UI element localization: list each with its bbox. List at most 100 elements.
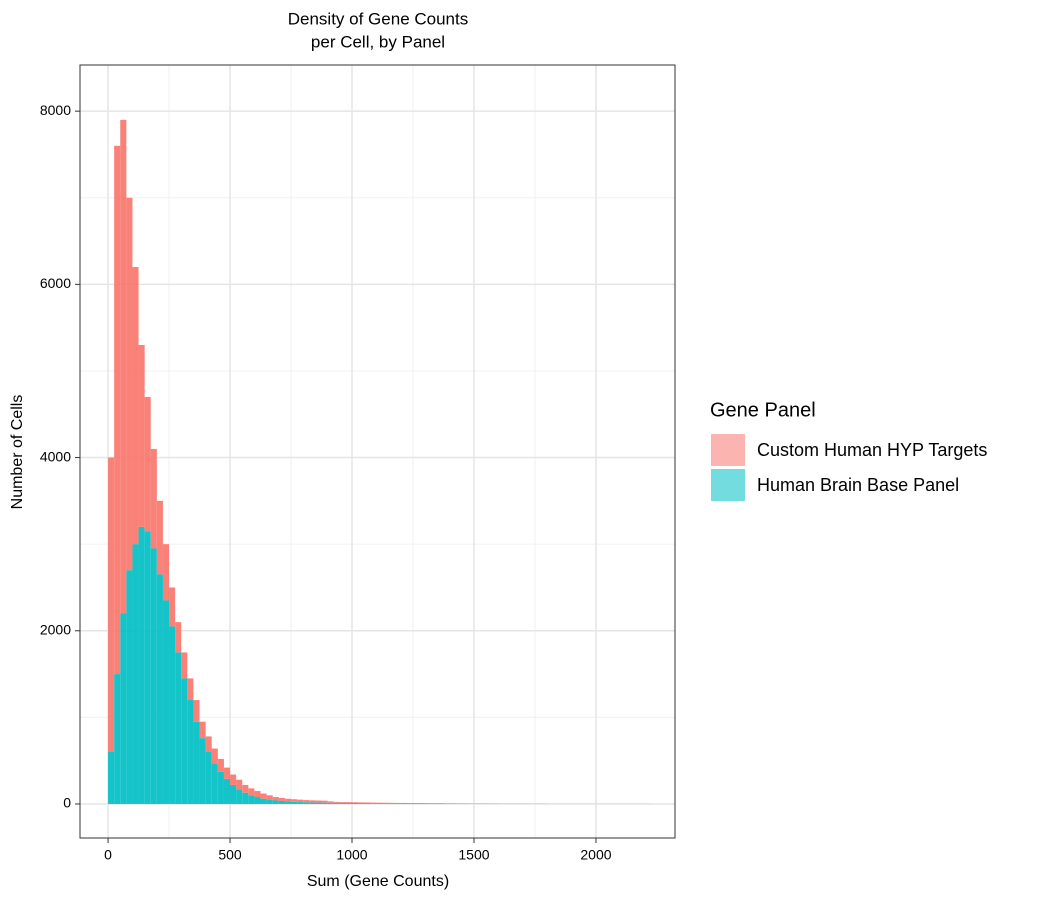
histogram-bar [163, 544, 169, 600]
histogram-bar [309, 800, 315, 802]
histogram-bar [181, 678, 187, 804]
histogram-bar [169, 626, 175, 804]
y-axis-label: Number of Cells [9, 395, 26, 510]
histogram-bar [261, 794, 267, 799]
histogram-bar [395, 803, 401, 804]
x-axis-label: Sum (Gene Counts) [307, 873, 449, 890]
histogram-bar [206, 736, 212, 752]
histogram-bar [200, 738, 206, 804]
histogram-bar [120, 120, 126, 614]
y-tick-label: 4000 [40, 448, 71, 464]
x-tick-label: 1500 [458, 847, 489, 863]
histogram-bar [151, 449, 157, 549]
histogram-bar [383, 803, 389, 804]
histogram-bar [340, 802, 346, 803]
histogram-bar [358, 803, 364, 804]
chart-title: Density of Gene Counts [288, 9, 468, 28]
histogram-bar [267, 795, 273, 799]
histogram-bar [200, 722, 206, 738]
histogram-bar [248, 788, 254, 795]
histogram-bar [212, 749, 218, 764]
histogram-bar [254, 797, 260, 804]
histogram-bar [261, 799, 267, 804]
histogram-bar [267, 800, 273, 804]
histogram-bar [322, 801, 328, 803]
legend-label: Custom Human HYP Targets [757, 440, 987, 460]
histogram-bar [126, 198, 132, 570]
histogram-bar [334, 803, 340, 804]
histogram-bar [145, 531, 151, 804]
histogram-bar [279, 801, 285, 804]
histogram-bar [334, 802, 340, 803]
histogram-bar [376, 803, 382, 804]
histogram-bar [132, 267, 138, 544]
y-tick-label: 0 [63, 795, 71, 811]
histogram-bar [285, 799, 291, 802]
histogram-bar [193, 700, 199, 722]
legend-title: Gene Panel [710, 399, 816, 421]
histogram-bar [242, 793, 248, 804]
legend-label: Human Brain Base Panel [757, 475, 959, 495]
histogram-bar [328, 803, 334, 804]
histogram-bar [413, 803, 419, 804]
histogram-bar [212, 763, 218, 804]
histogram-bar [114, 146, 120, 674]
histogram-bar [230, 775, 236, 785]
histogram-bar [352, 803, 358, 804]
histogram-bar [163, 600, 169, 804]
histogram-bar [224, 779, 230, 804]
histogram-bar [309, 802, 315, 804]
histogram-bar [346, 802, 352, 803]
histogram-bar [291, 799, 297, 802]
legend-key [711, 434, 745, 466]
histogram-bar [193, 722, 199, 804]
histogram-bar [279, 798, 285, 801]
histogram-bar [242, 785, 248, 793]
histogram-bar [376, 803, 382, 804]
histogram-bar [407, 803, 413, 804]
histogram-bar [303, 800, 309, 802]
histogram-bar [346, 803, 352, 804]
histogram-bar [236, 780, 242, 790]
histogram-bar [145, 397, 151, 531]
histogram-bar [181, 652, 187, 678]
x-tick-label: 1000 [336, 847, 367, 863]
histogram-bar [389, 803, 395, 804]
histogram-bar [206, 752, 212, 804]
histogram-bar [108, 752, 114, 804]
histogram-bar [419, 803, 425, 804]
histogram-bar [370, 803, 376, 804]
histogram-bar [273, 801, 279, 804]
histogram-bar [370, 803, 376, 804]
legend-key [711, 469, 745, 501]
x-tick-label: 500 [218, 847, 242, 863]
histogram-bar [151, 548, 157, 803]
histogram-bar [358, 802, 364, 803]
histogram-bar [169, 587, 175, 626]
histogram-bar [401, 803, 407, 804]
histogram-bar [364, 803, 370, 804]
histogram-bar [383, 803, 389, 804]
histogram-bar [175, 652, 181, 804]
histogram-bar [352, 802, 358, 803]
histogram-bar [236, 789, 242, 804]
histogram-bar [157, 501, 163, 575]
histogram-bar [303, 802, 309, 804]
chart-title: per Cell, by Panel [311, 32, 445, 51]
histogram-bar [114, 674, 120, 804]
histogram-bar [175, 622, 181, 652]
y-tick-label: 2000 [40, 621, 71, 637]
histogram-bar [218, 772, 224, 804]
histogram-bar [187, 700, 193, 804]
histogram-bar [273, 797, 279, 800]
histogram-bar [120, 613, 126, 804]
histogram-bar [108, 458, 114, 752]
histogram-bar [224, 768, 230, 779]
histogram-bar [139, 345, 145, 527]
histogram-bar [297, 802, 303, 804]
histogram-bar [285, 801, 291, 804]
histogram-bar [315, 803, 321, 804]
histogram-bar [291, 802, 297, 804]
y-tick-label: 8000 [40, 102, 71, 118]
